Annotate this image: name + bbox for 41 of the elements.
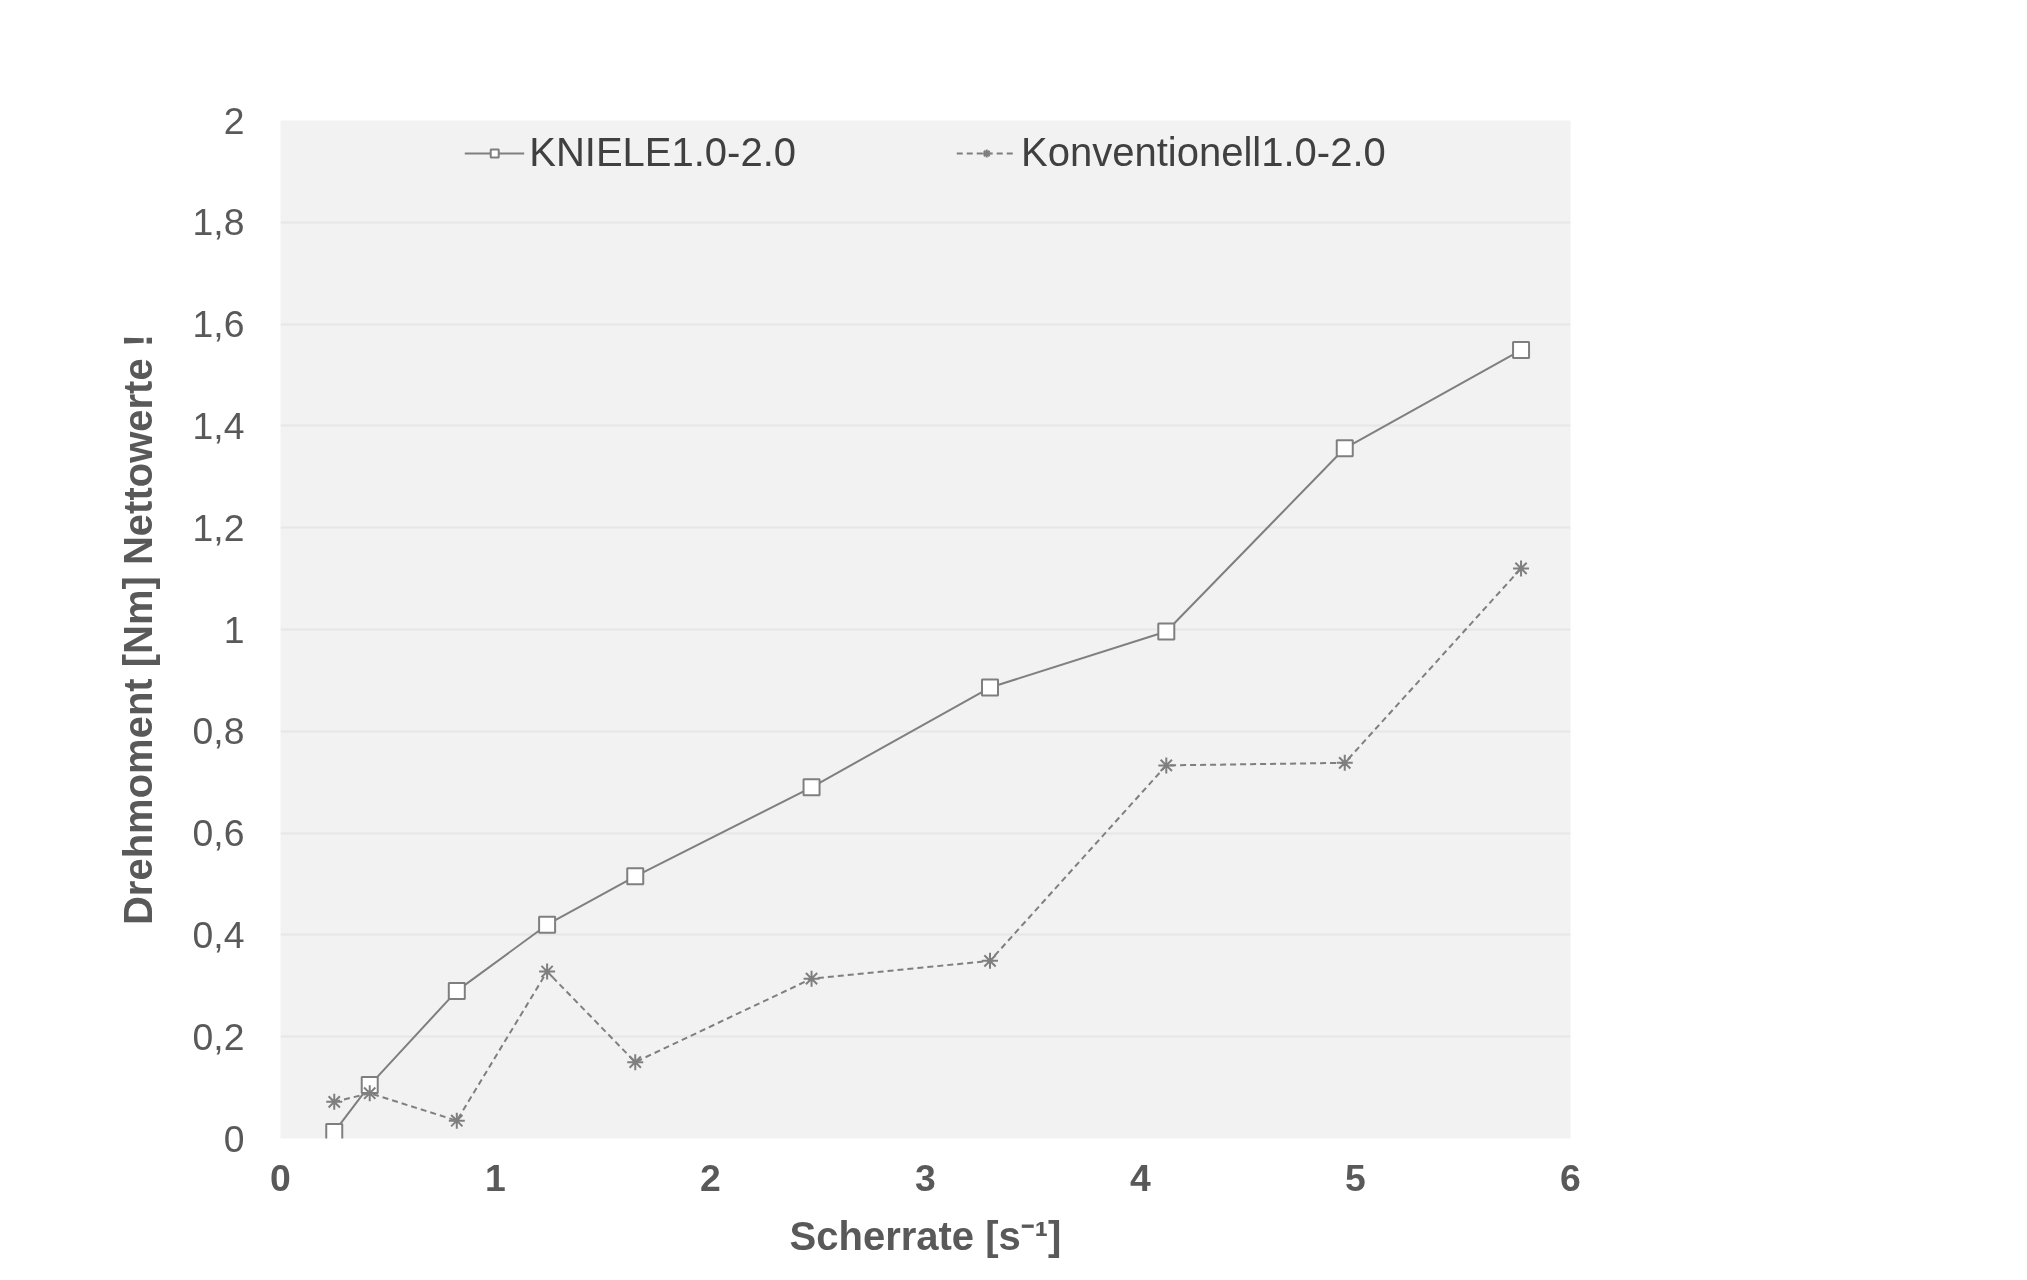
point (626, 1053, 645, 1072)
y-tick-label: 0,2 (192, 1015, 245, 1058)
x-axis-title: Scherrate [s⁻¹] (789, 1213, 1062, 1258)
x-tick-label: 2 (700, 1156, 721, 1199)
point (325, 1092, 344, 1111)
x-tick-label: 1 (485, 1156, 506, 1199)
x-tick-label: 5 (1345, 1156, 1366, 1199)
y-tick-label: 1,8 (192, 201, 245, 244)
point (802, 778, 821, 797)
x-tick-label: 0 (270, 1156, 291, 1199)
y-tick-label: 0 (223, 1117, 245, 1160)
point (538, 962, 557, 981)
point (1512, 341, 1531, 360)
point (802, 969, 821, 988)
point (1335, 753, 1354, 772)
point (360, 1084, 379, 1103)
x-tick-label: 4 (1130, 1156, 1152, 1199)
point (626, 867, 645, 886)
point (447, 981, 466, 1000)
point (538, 915, 557, 934)
x-tick-label: 6 (1560, 1156, 1581, 1199)
y-tick-label: 0,4 (192, 913, 245, 956)
point (981, 951, 999, 970)
point (1157, 756, 1176, 775)
y-tick-label: 1 (223, 608, 245, 651)
y-tick-label: 1,6 (192, 303, 245, 346)
point (447, 1111, 466, 1130)
point (981, 678, 999, 697)
legend-label: KNIELE1.0-2.0 (529, 130, 797, 175)
point (1512, 559, 1531, 578)
point (1157, 622, 1176, 641)
y-tick-label: 1,2 (192, 506, 245, 549)
legend-label: Konventionell1.0-2.0 (1021, 130, 1386, 175)
y-tick-label: 0,6 (192, 812, 245, 855)
x-tick-label: 3 (915, 1156, 936, 1199)
point (325, 1122, 344, 1139)
y-axis-title: Drehmoment [Nm] Nettowerte ! (115, 333, 160, 926)
y-tick-label: 1,4 (192, 404, 245, 447)
y-tick-label: 0,8 (192, 710, 245, 753)
point (1335, 439, 1354, 458)
y-tick-label: 2 (223, 99, 245, 142)
